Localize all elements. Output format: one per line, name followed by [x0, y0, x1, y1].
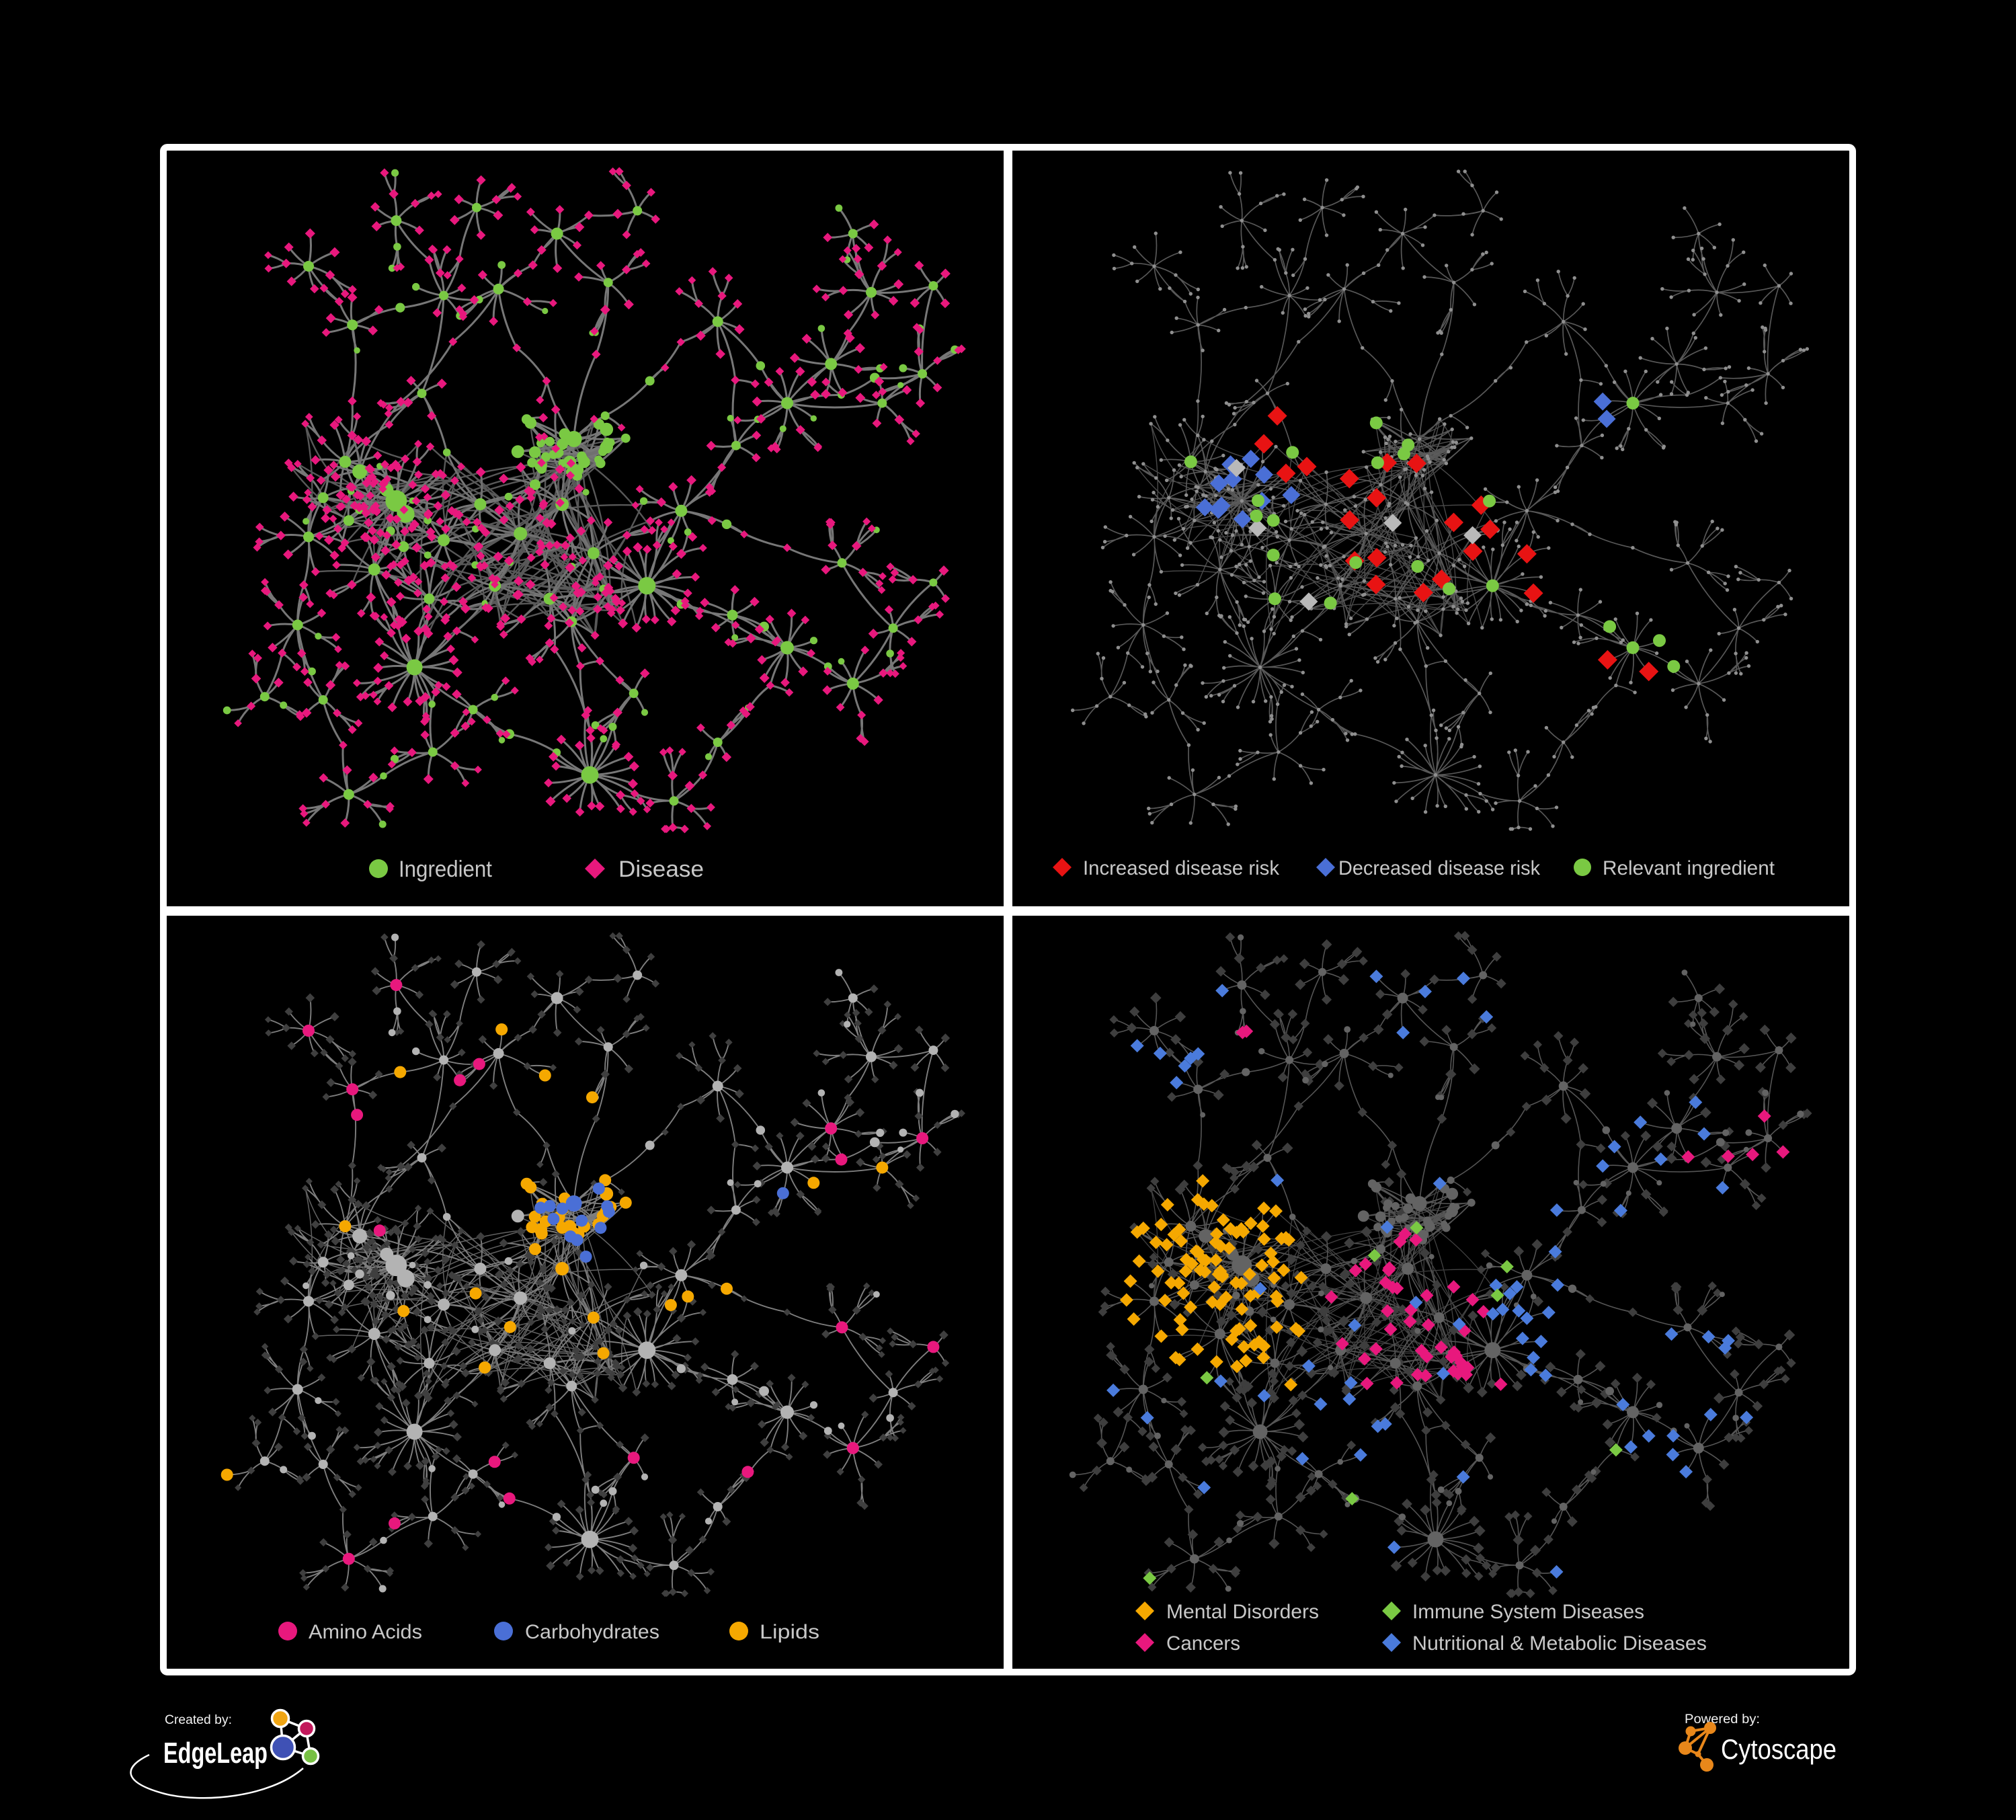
svg-text:Carbohydrates: Carbohydrates [525, 1621, 659, 1643]
svg-text:Relevant ingredient: Relevant ingredient [1603, 857, 1775, 879]
svg-text:Cancers: Cancers [1166, 1632, 1240, 1655]
svg-text:Cytoscape: Cytoscape [1721, 1733, 1837, 1765]
svg-text:Lipids: Lipids [760, 1621, 819, 1643]
svg-text:Immune System Diseases: Immune System Diseases [1412, 1601, 1644, 1623]
svg-text:Increased disease risk: Increased disease risk [1083, 857, 1280, 879]
svg-text:Nutritional & Metabolic Diseas: Nutritional & Metabolic Diseases [1412, 1632, 1707, 1655]
svg-text:Amino Acids: Amino Acids [309, 1621, 422, 1643]
svg-text:EdgeLeap: EdgeLeap [163, 1737, 268, 1770]
svg-text:Ingredient: Ingredient [399, 857, 492, 882]
svg-text:Created by:: Created by: [165, 1713, 232, 1727]
svg-text:Decreased disease risk: Decreased disease risk [1338, 857, 1541, 879]
svg-text:Powered by:: Powered by: [1685, 1712, 1760, 1727]
svg-text:Disease: Disease [618, 857, 704, 882]
svg-text:Mental Disorders: Mental Disorders [1166, 1601, 1319, 1623]
